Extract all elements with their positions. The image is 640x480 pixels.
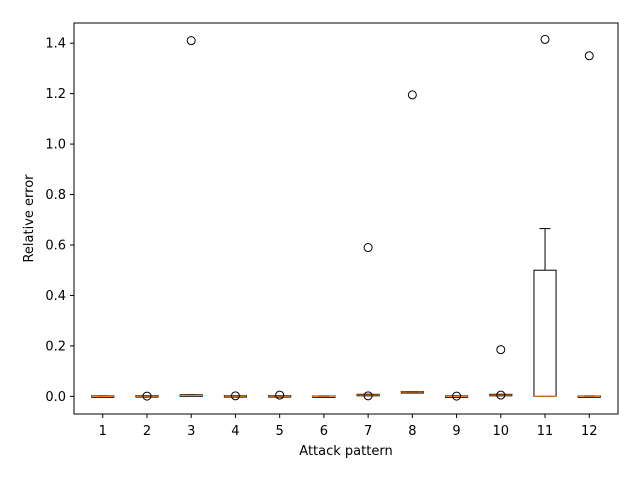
box-group-2 xyxy=(135,391,159,401)
x-tick-label: 5 xyxy=(276,424,284,439)
x-tick-label: 2 xyxy=(143,424,151,439)
x-tick-label: 11 xyxy=(537,424,554,439)
outlier-point xyxy=(496,390,506,400)
outlier-point xyxy=(496,345,506,355)
x-tick-label: 7 xyxy=(364,424,372,439)
y-tick-label: 1.4 xyxy=(45,37,66,52)
x-tick-label: 8 xyxy=(408,424,416,439)
outlier-point xyxy=(363,243,373,253)
outlier-point xyxy=(186,36,196,46)
box-group-10 xyxy=(489,345,513,400)
box-group-8 xyxy=(400,90,424,394)
box-group-4 xyxy=(223,391,247,401)
x-tick-label: 3 xyxy=(187,424,195,439)
y-axis-ticks: 0.0 0.2 0.4 0.6 0.8 1.0 1.2 1.4 xyxy=(45,37,74,405)
x-tick-label: 10 xyxy=(493,424,510,439)
outlier-point xyxy=(230,391,240,401)
y-tick-label: 0.2 xyxy=(45,339,66,354)
outlier-point xyxy=(452,391,462,401)
x-tick-label: 12 xyxy=(581,424,598,439)
y-tick-label: 0.0 xyxy=(45,390,66,405)
outlier-point xyxy=(540,34,550,44)
plot-frame xyxy=(73,22,619,415)
x-tick-label: 1 xyxy=(99,424,107,439)
outlier-point xyxy=(407,90,417,100)
outlier-point xyxy=(142,391,152,401)
x-tick-label: 9 xyxy=(452,424,460,439)
x-tick-label: 4 xyxy=(231,424,239,439)
outlier-point xyxy=(363,391,373,401)
y-tick-label: 0.4 xyxy=(45,289,66,304)
y-tick-label: 0.6 xyxy=(45,238,66,253)
box-group-7 xyxy=(356,243,380,401)
y-tick-label: 1.0 xyxy=(45,138,66,153)
y-tick-label: 0.8 xyxy=(45,188,66,203)
box-group-3 xyxy=(179,36,203,397)
box-group-9 xyxy=(445,391,469,401)
box-group-1 xyxy=(91,395,115,398)
box-group-6 xyxy=(312,395,336,398)
y-tick-label: 1.2 xyxy=(45,87,66,102)
plot-layer xyxy=(91,34,601,401)
x-axis-ticks: 1 2 3 4 5 6 7 8 9 10 11 12 xyxy=(99,414,598,439)
y-axis-label: Relative error xyxy=(22,174,37,263)
box xyxy=(533,269,557,397)
x-tick-label: 6 xyxy=(320,424,328,439)
outlier-point xyxy=(275,390,285,400)
outlier-point xyxy=(584,51,594,61)
x-axis-label: Attack pattern xyxy=(299,444,392,459)
box-group-11 xyxy=(533,34,557,397)
box-group-5 xyxy=(268,390,292,400)
box-group-12 xyxy=(577,51,601,398)
